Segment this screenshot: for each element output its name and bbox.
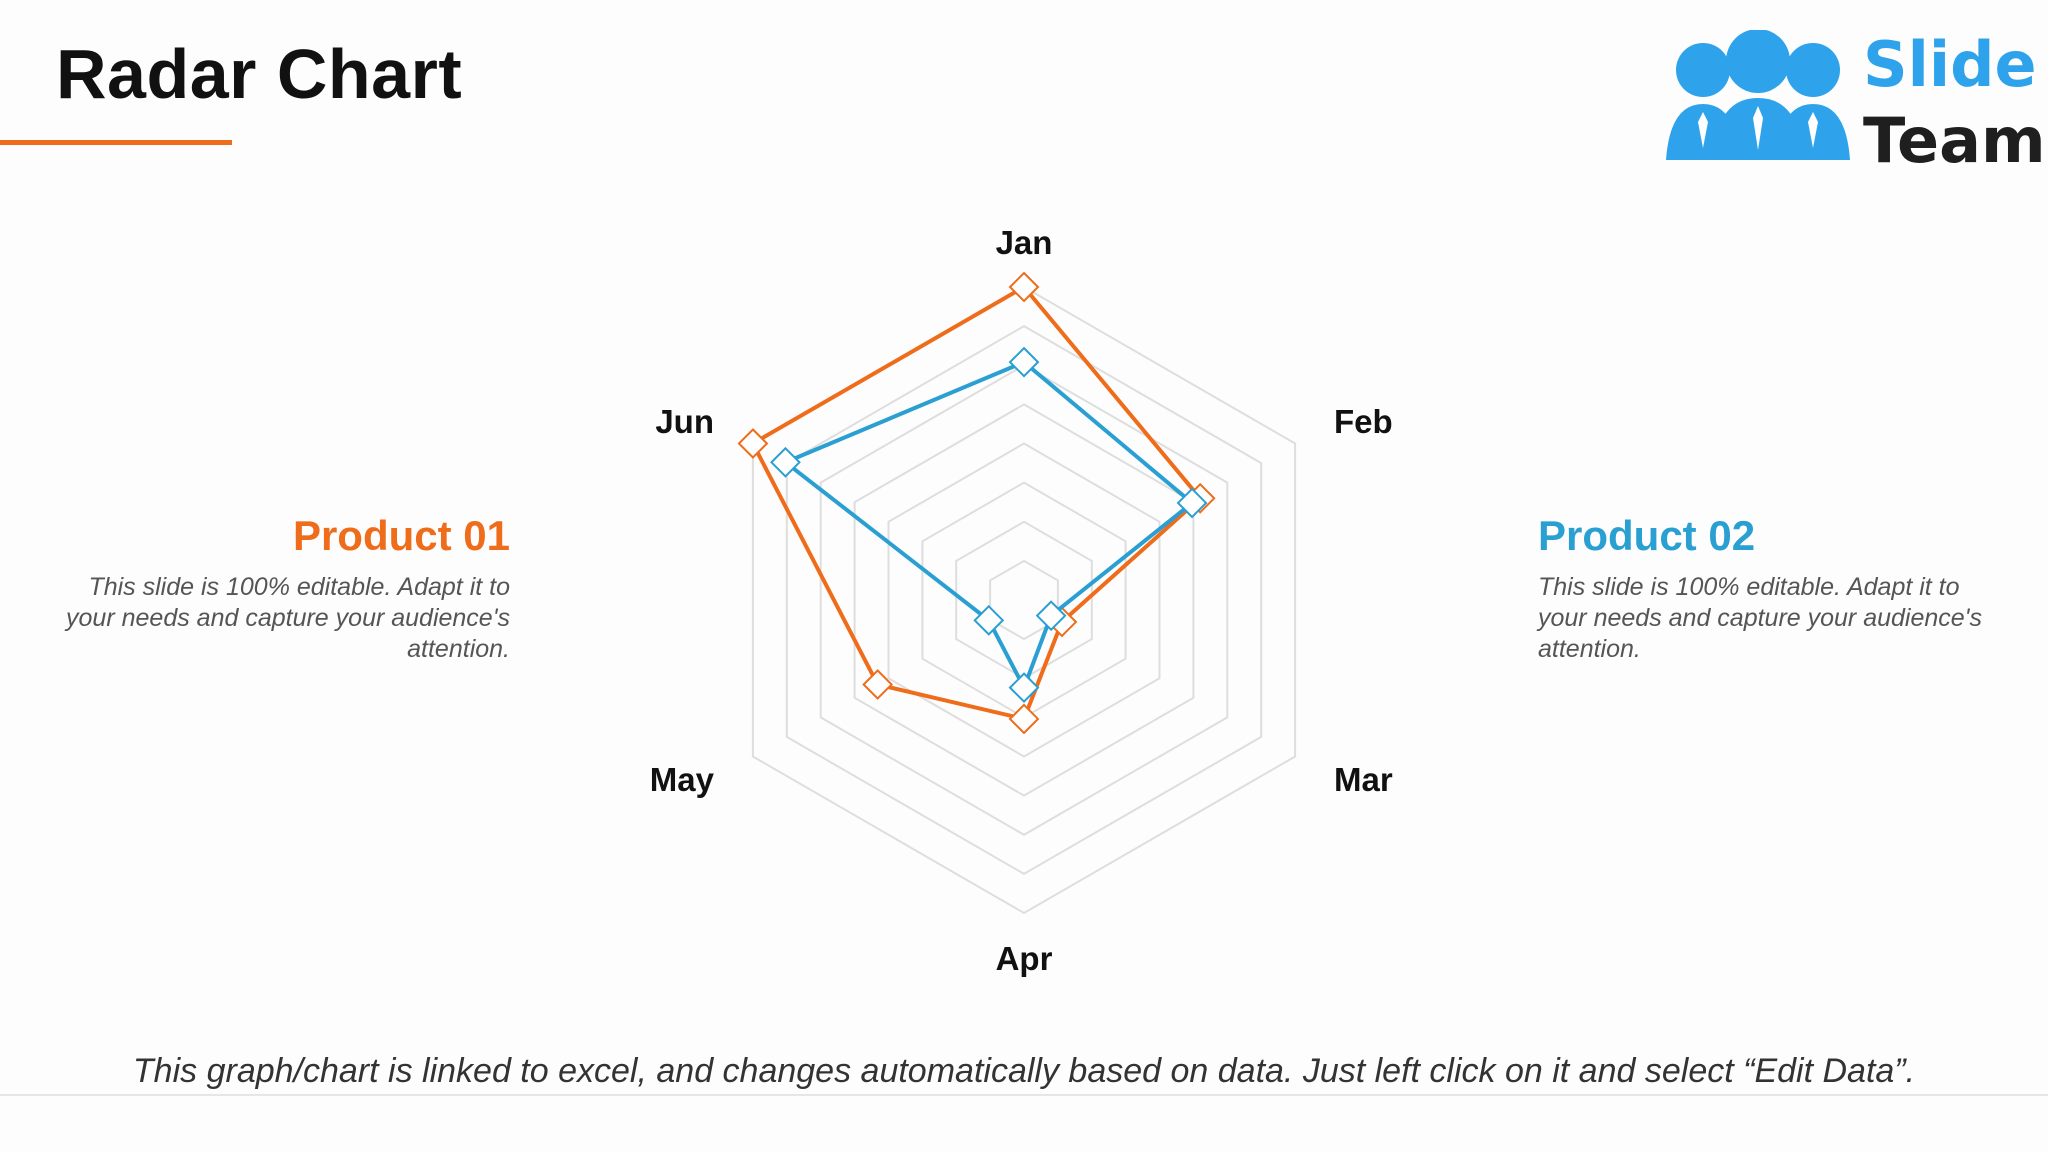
radar-series: [737, 271, 1216, 735]
logo-text-team: Team: [1863, 104, 2046, 177]
axis-label-feb: Feb: [1334, 403, 1393, 440]
slideteam-logo: Slide Team: [1658, 29, 2046, 172]
axis-label-jan: Jan: [996, 224, 1053, 261]
axis-label-apr: Apr: [996, 940, 1053, 977]
title-underline: [0, 140, 232, 145]
footer-divider: [0, 1094, 2048, 1096]
grid-ring: [989, 559, 1059, 641]
product-01-description: This slide is 100% editable. Adapt it to…: [66, 573, 510, 663]
axis-label-mar: Mar: [1334, 761, 1393, 798]
product-02-heading: Product 02: [1538, 512, 1756, 559]
logo-text-slide: Slide: [1863, 28, 2037, 101]
data-point-2-apr: [1008, 672, 1040, 704]
grid-ring: [785, 324, 1263, 876]
data-point-1-may: [862, 669, 894, 700]
product-02-description: This slide is 100% editable. Adapt it to…: [1538, 573, 1982, 663]
axis-label-jun: Jun: [655, 403, 714, 440]
data-point-2-jan: [1008, 346, 1040, 378]
footer-note: This graph/chart is linked to excel, and…: [132, 1052, 1916, 1090]
grid-ring: [819, 364, 1229, 836]
radar-axis-labels: Jan Feb Mar Apr May Jun: [650, 224, 1393, 977]
product-01-heading: Product 01: [292, 512, 510, 559]
data-point-2-may: [973, 604, 1005, 636]
product-01-block: Product 01 This slide is 100% editable. …: [60, 512, 510, 665]
grid-ring: [887, 442, 1161, 758]
product-02-block: Product 02 This slide is 100% editable. …: [1538, 512, 1988, 665]
series-line-2: [781, 359, 1196, 693]
data-point-2-jun: [770, 446, 801, 478]
data-point-1-jun: [737, 428, 769, 459]
people-icon: [1666, 29, 1850, 160]
slide-title: Radar Chart: [56, 35, 463, 113]
data-point-1-jan: [1008, 271, 1040, 303]
axis-label-may: May: [650, 761, 715, 798]
data-point-1-apr: [1008, 703, 1040, 735]
data-point-2-feb: [1176, 487, 1208, 519]
data-point-2-mar: [1035, 600, 1067, 632]
